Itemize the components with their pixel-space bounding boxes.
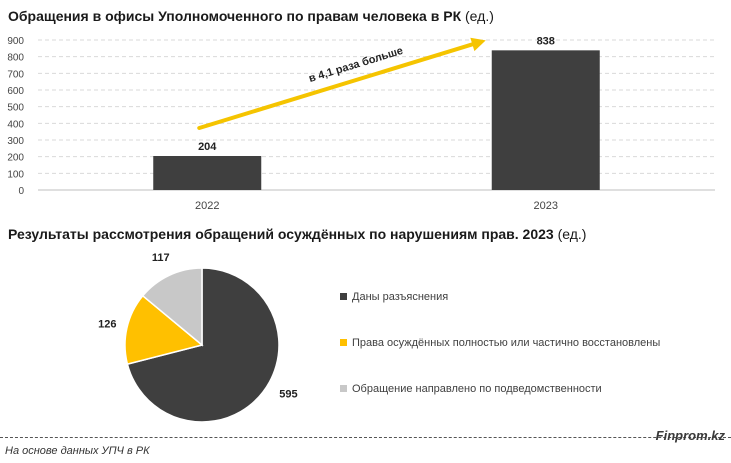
bar-2022 (153, 156, 262, 190)
legend-item-rights-restored: Права осуждённых полностью или частично … (340, 337, 660, 349)
growth-arrow-head (470, 37, 486, 52)
pie-slice-rights-restored (124, 294, 204, 366)
y-tick-label: 100 (7, 169, 24, 180)
y-tick-label: 800 (7, 53, 24, 64)
bar-2023 (491, 50, 600, 190)
legend-label-rights-restored: Права осуждённых полностью или частично … (352, 337, 661, 349)
legend-swatch-explanations (340, 293, 347, 300)
bar-chart-title-unit: (ед.) (465, 8, 494, 24)
y-tick-label: 200 (7, 153, 24, 164)
legend-label-explanations: Даны разъяснения (352, 291, 449, 303)
bar-chart: 0 100 200 300 400 500 600 700 800 900 204 2022 838 20… (7, 35, 715, 212)
legend-item-explanations: Даны разъяснения (340, 291, 448, 303)
bar-chart-title-main: Обращения в офисы Уполномоченного по пра… (8, 8, 462, 24)
y-tick-label: 0 (18, 186, 24, 197)
pie-label-rights-restored: 126 (98, 319, 116, 331)
y-tick-label: 900 (7, 36, 24, 47)
pie-chart-title: Результаты рассмотрения обращений осуждё… (8, 226, 586, 242)
footer-divider (0, 437, 731, 438)
pie-label-redirected: 117 (152, 252, 170, 264)
brand-logo: Finprom.kz (655, 428, 725, 443)
y-tick-label: 300 (7, 136, 24, 147)
legend-item-redirected: Обращение направлено по подведомственнос… (340, 383, 602, 395)
pie-slice-explanations (126, 267, 280, 423)
pie-chart: 595 126 117 (98, 252, 298, 423)
bar-chart-title: Обращения в офисы Уполномоченного по пра… (8, 8, 494, 24)
y-tick-label: 500 (7, 103, 24, 114)
pie-chart-title-unit: (ед.) (557, 226, 587, 242)
growth-arrow-line (197, 41, 478, 130)
x-tick-label: 2023 (534, 200, 558, 212)
legend-swatch-rights-restored (340, 339, 347, 346)
bar-value-label: 838 (537, 35, 555, 47)
pie-label-explanations: 595 (279, 388, 297, 400)
pie-slice-redirected (141, 267, 203, 347)
y-tick-label: 400 (7, 119, 24, 130)
y-tick-label: 600 (7, 86, 24, 97)
legend-label-redirected: Обращение направлено по подведомственнос… (352, 383, 602, 395)
bar-value-label: 204 (198, 141, 217, 153)
source-note: На основе данных УПЧ в РК (5, 445, 150, 457)
legend-swatch-redirected (340, 385, 347, 392)
pie-chart-title-main: Результаты рассмотрения обращений осуждё… (8, 226, 554, 242)
x-tick-label: 2022 (195, 200, 219, 212)
y-tick-label: 700 (7, 69, 24, 80)
